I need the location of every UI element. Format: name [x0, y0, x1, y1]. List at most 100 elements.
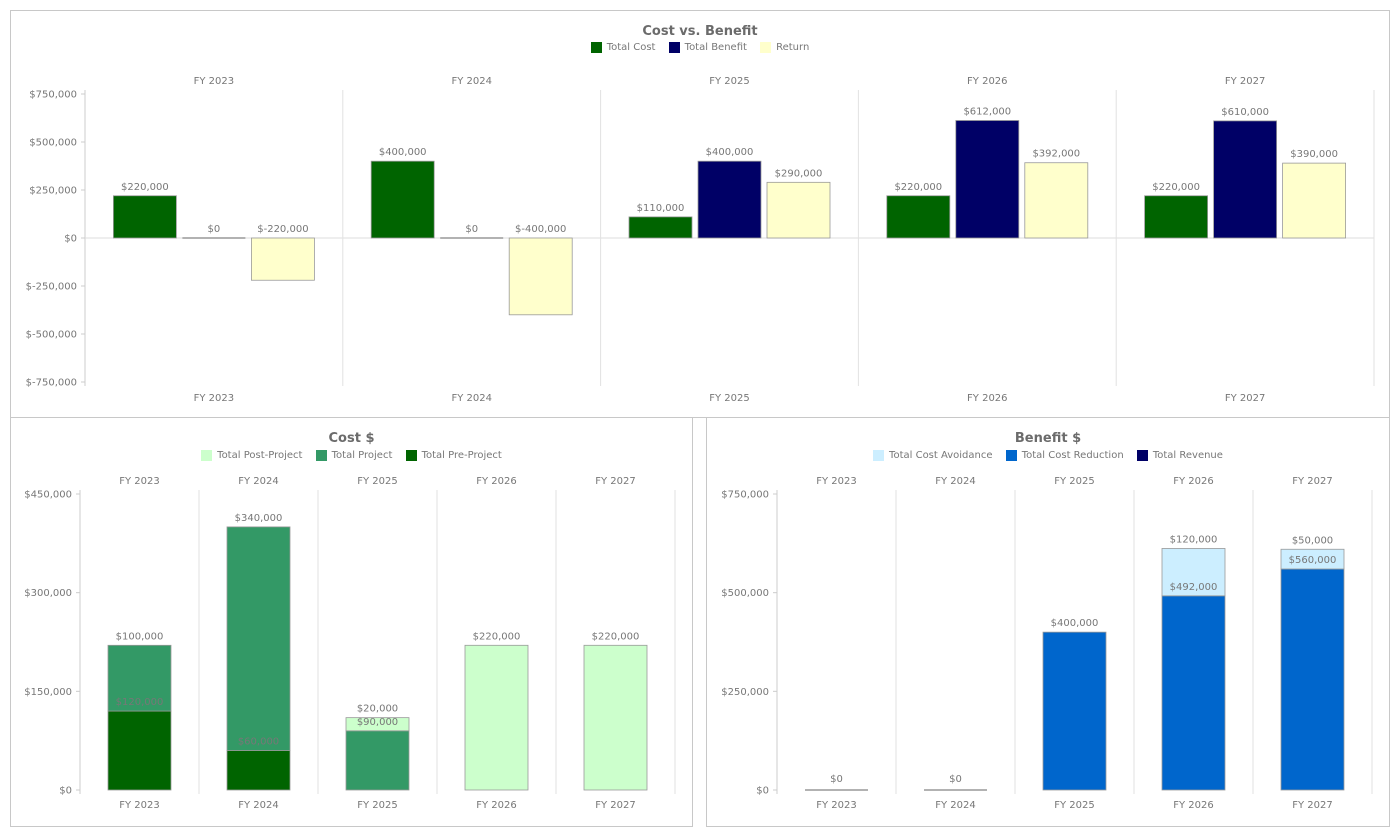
category-label-top: FY 2023 [194, 76, 235, 87]
data-label: $220,000 [121, 182, 169, 193]
category-label-bottom: FY 2024 [451, 393, 492, 404]
bar [1282, 162, 1346, 239]
y-tick-label: $750,000 [29, 90, 77, 101]
bar-segment [107, 644, 172, 712]
bar [1213, 120, 1277, 239]
bar [113, 195, 177, 239]
y-tick-label: $250,000 [721, 687, 769, 698]
cost-title: Cost $ [328, 431, 375, 446]
legend-item-cost-reduction[interactable]: Total Cost Reduction [1005, 450, 1124, 461]
legend-swatch [315, 450, 327, 461]
category-label-top: FY 2024 [238, 476, 279, 487]
bar [1144, 195, 1208, 239]
bar-segment [1280, 548, 1345, 570]
data-label: $50,000 [1292, 535, 1333, 546]
category-label-top: FY 2024 [451, 76, 492, 87]
category-label-bottom: FY 2025 [709, 393, 750, 404]
legend-item-revenue[interactable]: Total Revenue [1136, 450, 1223, 461]
y-tick-label: $250,000 [29, 186, 77, 197]
bar-segment [1161, 548, 1226, 597]
legend-swatch [1005, 450, 1017, 461]
category-label-top: FY 2026 [476, 476, 517, 487]
data-label: $60,000 [238, 737, 279, 748]
y-tick-label: $750,000 [721, 490, 769, 501]
category-label-top: FY 2025 [357, 476, 398, 487]
legend-label: Total Cost [606, 42, 656, 53]
legend-label: Total Cost Avoidance [889, 450, 993, 461]
data-label: $492,000 [1170, 582, 1218, 593]
category-label-bottom: FY 2026 [476, 800, 517, 811]
legend-label: Total Project [331, 450, 393, 461]
legend-swatch [1136, 450, 1148, 461]
legend-item-total-benefit[interactable]: Total Benefit [668, 42, 747, 53]
benefit-title: Benefit $ [1014, 431, 1082, 446]
category-label-bottom: FY 2027 [595, 800, 636, 811]
data-label: $560,000 [1289, 555, 1337, 566]
data-label: $400,000 [706, 147, 754, 158]
category-label-bottom: FY 2026 [967, 393, 1008, 404]
bar [370, 160, 435, 239]
category-label-bottom: FY 2025 [1054, 800, 1095, 811]
legend-swatch [590, 42, 602, 53]
category-label-top: FY 2027 [1225, 76, 1266, 87]
category-label-top: FY 2024 [935, 476, 976, 487]
data-label: $90,000 [357, 717, 398, 728]
legend-label: Total Pre-Project [421, 450, 502, 461]
y-tick-label: $0 [64, 234, 77, 245]
category-label-bottom: FY 2023 [119, 800, 160, 811]
legend-swatch [760, 42, 772, 53]
bar [1024, 162, 1089, 239]
data-label: $340,000 [235, 513, 283, 524]
category-label-top: FY 2026 [967, 76, 1008, 87]
y-tick-label: $500,000 [721, 588, 769, 599]
legend-swatch [405, 450, 417, 461]
benefit-panel [706, 417, 1390, 827]
data-label: $0 [949, 774, 962, 785]
bar [628, 216, 693, 239]
category-label-bottom: FY 2027 [1292, 800, 1333, 811]
data-label: $-400,000 [515, 224, 566, 235]
bar-segment [464, 644, 529, 791]
legend-item-post-project[interactable]: Total Post-Project [201, 450, 302, 461]
y-tick-label: $-250,000 [26, 282, 77, 293]
bar [508, 237, 573, 316]
bar [766, 181, 831, 239]
cost-vs-benefit-legend: Total Cost Total Benefit Return [10, 42, 1390, 56]
category-label-top: FY 2027 [595, 476, 636, 487]
data-label: $400,000 [379, 147, 427, 158]
data-label: $290,000 [775, 168, 823, 179]
cost-vs-benefit-title: Cost vs. Benefit [642, 24, 758, 39]
legend-label: Total Benefit [684, 42, 747, 53]
category-label-top: FY 2025 [1054, 476, 1095, 487]
y-tick-label: $500,000 [29, 138, 77, 149]
legend-item-project[interactable]: Total Project [315, 450, 393, 461]
bar-segment [1042, 631, 1107, 791]
category-label-bottom: FY 2024 [935, 800, 976, 811]
y-tick-label: $0 [59, 786, 72, 797]
category-label-top: FY 2026 [1173, 476, 1214, 487]
category-label-bottom: FY 2027 [1225, 393, 1266, 404]
bar [697, 160, 762, 239]
category-label-top: FY 2025 [709, 76, 750, 87]
bar [250, 237, 315, 281]
bar-segment [1161, 595, 1226, 791]
data-label: $612,000 [963, 106, 1011, 117]
bar-segment [226, 526, 291, 751]
legend-swatch [201, 450, 213, 461]
bar-segment [226, 750, 291, 791]
data-label: $220,000 [473, 631, 521, 642]
bar-segment [345, 730, 410, 791]
data-label: $390,000 [1290, 149, 1338, 160]
data-label: $120,000 [116, 697, 164, 708]
data-label: $20,000 [357, 704, 398, 715]
legend-item-pre-project[interactable]: Total Pre-Project [405, 450, 502, 461]
legend-item-cost-avoidance[interactable]: Total Cost Avoidance [873, 450, 993, 461]
category-label-bottom: FY 2024 [238, 800, 279, 811]
data-label: $220,000 [894, 182, 942, 193]
category-label-top: FY 2027 [1292, 476, 1333, 487]
category-label-bottom: FY 2025 [357, 800, 398, 811]
y-tick-label: $-750,000 [26, 378, 77, 389]
legend-item-total-cost[interactable]: Total Cost [590, 42, 656, 53]
cost-legend: Total Post-Project Total Project Total P… [10, 450, 693, 464]
legend-item-return[interactable]: Return [760, 42, 809, 53]
